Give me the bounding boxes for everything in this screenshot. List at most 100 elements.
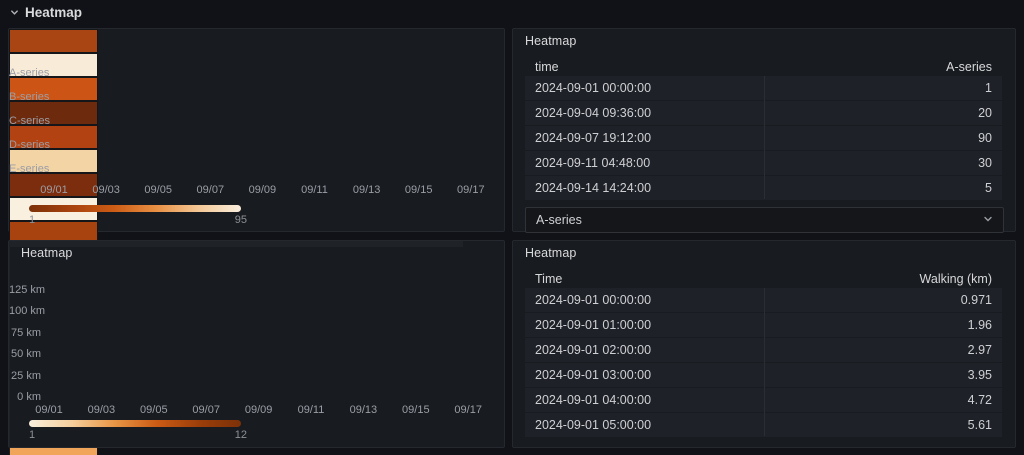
gridline-horizontal <box>9 245 463 246</box>
table-cell-value: 4.72 <box>967 393 992 407</box>
walking-table: Time Walking (km) 2024-09-01 00:00:00 0.9… <box>525 269 1002 438</box>
table-header: time A-series <box>525 57 1002 76</box>
table-cell-value: 20 <box>978 106 992 120</box>
panel-title[interactable]: Heatmap <box>525 246 577 260</box>
series-heatmap-chart[interactable]: A-series B-series C-series D-series E-series… <box>9 29 504 455</box>
table-cell-time: 2024-09-01 00:00:00 <box>535 81 652 95</box>
table-cell-value: 0.971 <box>960 293 992 307</box>
table-cell-value: 90 <box>978 131 992 145</box>
table-cell-time: 2024-09-01 02:00:00 <box>535 343 652 357</box>
table-cell-value: 3.95 <box>967 368 992 382</box>
legend-min-label: 1 <box>29 429 36 441</box>
x-axis-label: 09/15 <box>404 184 433 196</box>
y-axis-label: A-series <box>9 67 50 79</box>
table-cell-value: 5.61 <box>967 418 992 432</box>
heatmap-cell <box>9 101 98 125</box>
panel-walking-heatmap: Heatmap 0 km 25 km 50 km 75 km 100 km 125 km 0… <box>8 240 505 455</box>
heatmap-cell <box>9 149 98 173</box>
y-axis-label: B-series <box>9 91 50 103</box>
table-cell-time: 2024-09-01 03:00:00 <box>535 368 652 382</box>
column-header-value[interactable]: Walking (km) <box>919 271 992 286</box>
table-cell-time: 2024-09-04 09:36:00 <box>535 106 652 120</box>
gridline-horizontal <box>9 243 463 244</box>
panel-walking-table: Heatmap Time Walking (km) 2024-09-01 00:… <box>512 240 1016 448</box>
x-axis-label: 09/17 <box>454 404 482 416</box>
series-select[interactable]: A-series <box>525 207 1004 233</box>
x-axis-label: 09/09 <box>248 184 277 196</box>
x-axis-label: 09/13 <box>349 404 378 416</box>
table-cell-time: 2024-09-14 14:24:00 <box>535 181 652 195</box>
legend-min-label: 1 <box>29 214 36 226</box>
series-table: time A-series 2024-09-01 00:00:00 1 2024-0… <box>525 57 1002 201</box>
x-axis-label: 09/11 <box>301 184 328 196</box>
table-header: Time Walking (km) <box>525 269 1002 288</box>
heatmap-cell <box>9 53 98 77</box>
panel-title[interactable]: Heatmap <box>21 246 73 260</box>
row-title: Heatmap <box>25 4 83 20</box>
y-axis-label: 0 km <box>17 391 41 403</box>
gridline-horizontal <box>9 241 463 242</box>
x-axis-label: 09/09 <box>244 404 273 416</box>
table-cell-value: 5 <box>985 181 992 195</box>
x-axis-label: 09/07 <box>192 404 220 416</box>
y-axis-label: C-series <box>9 115 50 127</box>
column-header-time[interactable]: Time <box>535 271 563 286</box>
chevron-down-icon <box>983 213 993 227</box>
panel-series-table: Heatmap time A-series 2024-09-01 00:00:0… <box>512 28 1016 233</box>
series-select-value: A-series <box>536 213 582 227</box>
table-cell-time: 2024-09-01 00:00:00 <box>535 293 652 307</box>
x-axis-label: 09/05 <box>144 184 172 196</box>
chevron-down-icon <box>10 8 19 17</box>
table-body: 2024-09-01 00:00:00 0.971 2024-09-01 01:00… <box>525 288 1002 437</box>
gridline-vertical <box>9 358 10 455</box>
table-cell-time: 2024-09-01 01:00:00 <box>535 318 652 332</box>
x-axis-label: 09/11 <box>297 404 325 416</box>
x-axis-label: 09/15 <box>402 404 430 416</box>
gridline-horizontal <box>9 246 463 247</box>
panel-series-heatmap: Heatmap A-series B-series C-series D-series… <box>8 28 505 455</box>
table-body: 2024-09-01 00:00:00 1 2024-09-04 09:36:00 2… <box>525 76 1002 200</box>
y-axis-label: 125 km <box>9 284 46 296</box>
panel-title[interactable]: Heatmap <box>525 34 577 48</box>
y-axis-label: 50 km <box>11 348 41 361</box>
heatmap-cell <box>9 173 98 197</box>
table-cell-time: 2024-09-01 04:00:00 <box>535 393 652 407</box>
column-header-value[interactable]: A-series <box>946 59 992 74</box>
column-divider <box>763 76 765 199</box>
x-axis-label: 09/01 <box>40 184 68 196</box>
table-cell-value: 1.96 <box>967 318 992 332</box>
color-scale-legend <box>29 420 241 427</box>
heatmap-cell <box>9 125 98 149</box>
color-scale-legend <box>29 205 241 212</box>
table-cell-value: 1 <box>985 81 992 95</box>
table-cell-time: 2024-09-01 05:00:00 <box>535 418 652 432</box>
heatmap-cell <box>9 77 98 101</box>
y-axis-label: 25 km <box>11 369 41 382</box>
x-axis-label: 09/03 <box>87 404 116 416</box>
table-cell-value: 30 <box>978 156 992 170</box>
dashboard-row-header[interactable]: Heatmap <box>10 3 82 21</box>
x-axis-label: 09/03 <box>92 184 120 196</box>
gridline-horizontal <box>9 244 463 245</box>
y-axis-label: 100 km <box>9 305 46 318</box>
gridline-vertical <box>9 247 10 358</box>
table-cell-value: 2.97 <box>967 343 992 357</box>
x-axis-label: 09/07 <box>196 184 225 196</box>
y-axis-label: 75 km <box>11 326 41 339</box>
legend-max-label: 12 <box>234 429 247 441</box>
legend-max-label: 95 <box>234 214 247 226</box>
walking-heatmap-chart[interactable]: 0 km 25 km 50 km 75 km 100 km 125 km 09/01 09/0… <box>9 241 504 455</box>
y-axis-label: E-series <box>9 163 50 175</box>
x-axis-label: 09/13 <box>352 184 381 196</box>
x-axis-label: 09/01 <box>35 404 63 416</box>
heatmap-cell <box>9 29 98 53</box>
gridline-horizontal <box>9 242 463 243</box>
table-cell-time: 2024-09-11 04:48:00 <box>535 156 651 170</box>
table-cell-time: 2024-09-07 19:12:00 <box>535 131 652 145</box>
column-divider <box>763 288 765 436</box>
x-axis-label: 09/05 <box>140 404 168 416</box>
x-axis-label: 09/17 <box>457 184 485 196</box>
column-header-time[interactable]: time <box>535 59 559 74</box>
y-axis-label: D-series <box>9 139 50 151</box>
